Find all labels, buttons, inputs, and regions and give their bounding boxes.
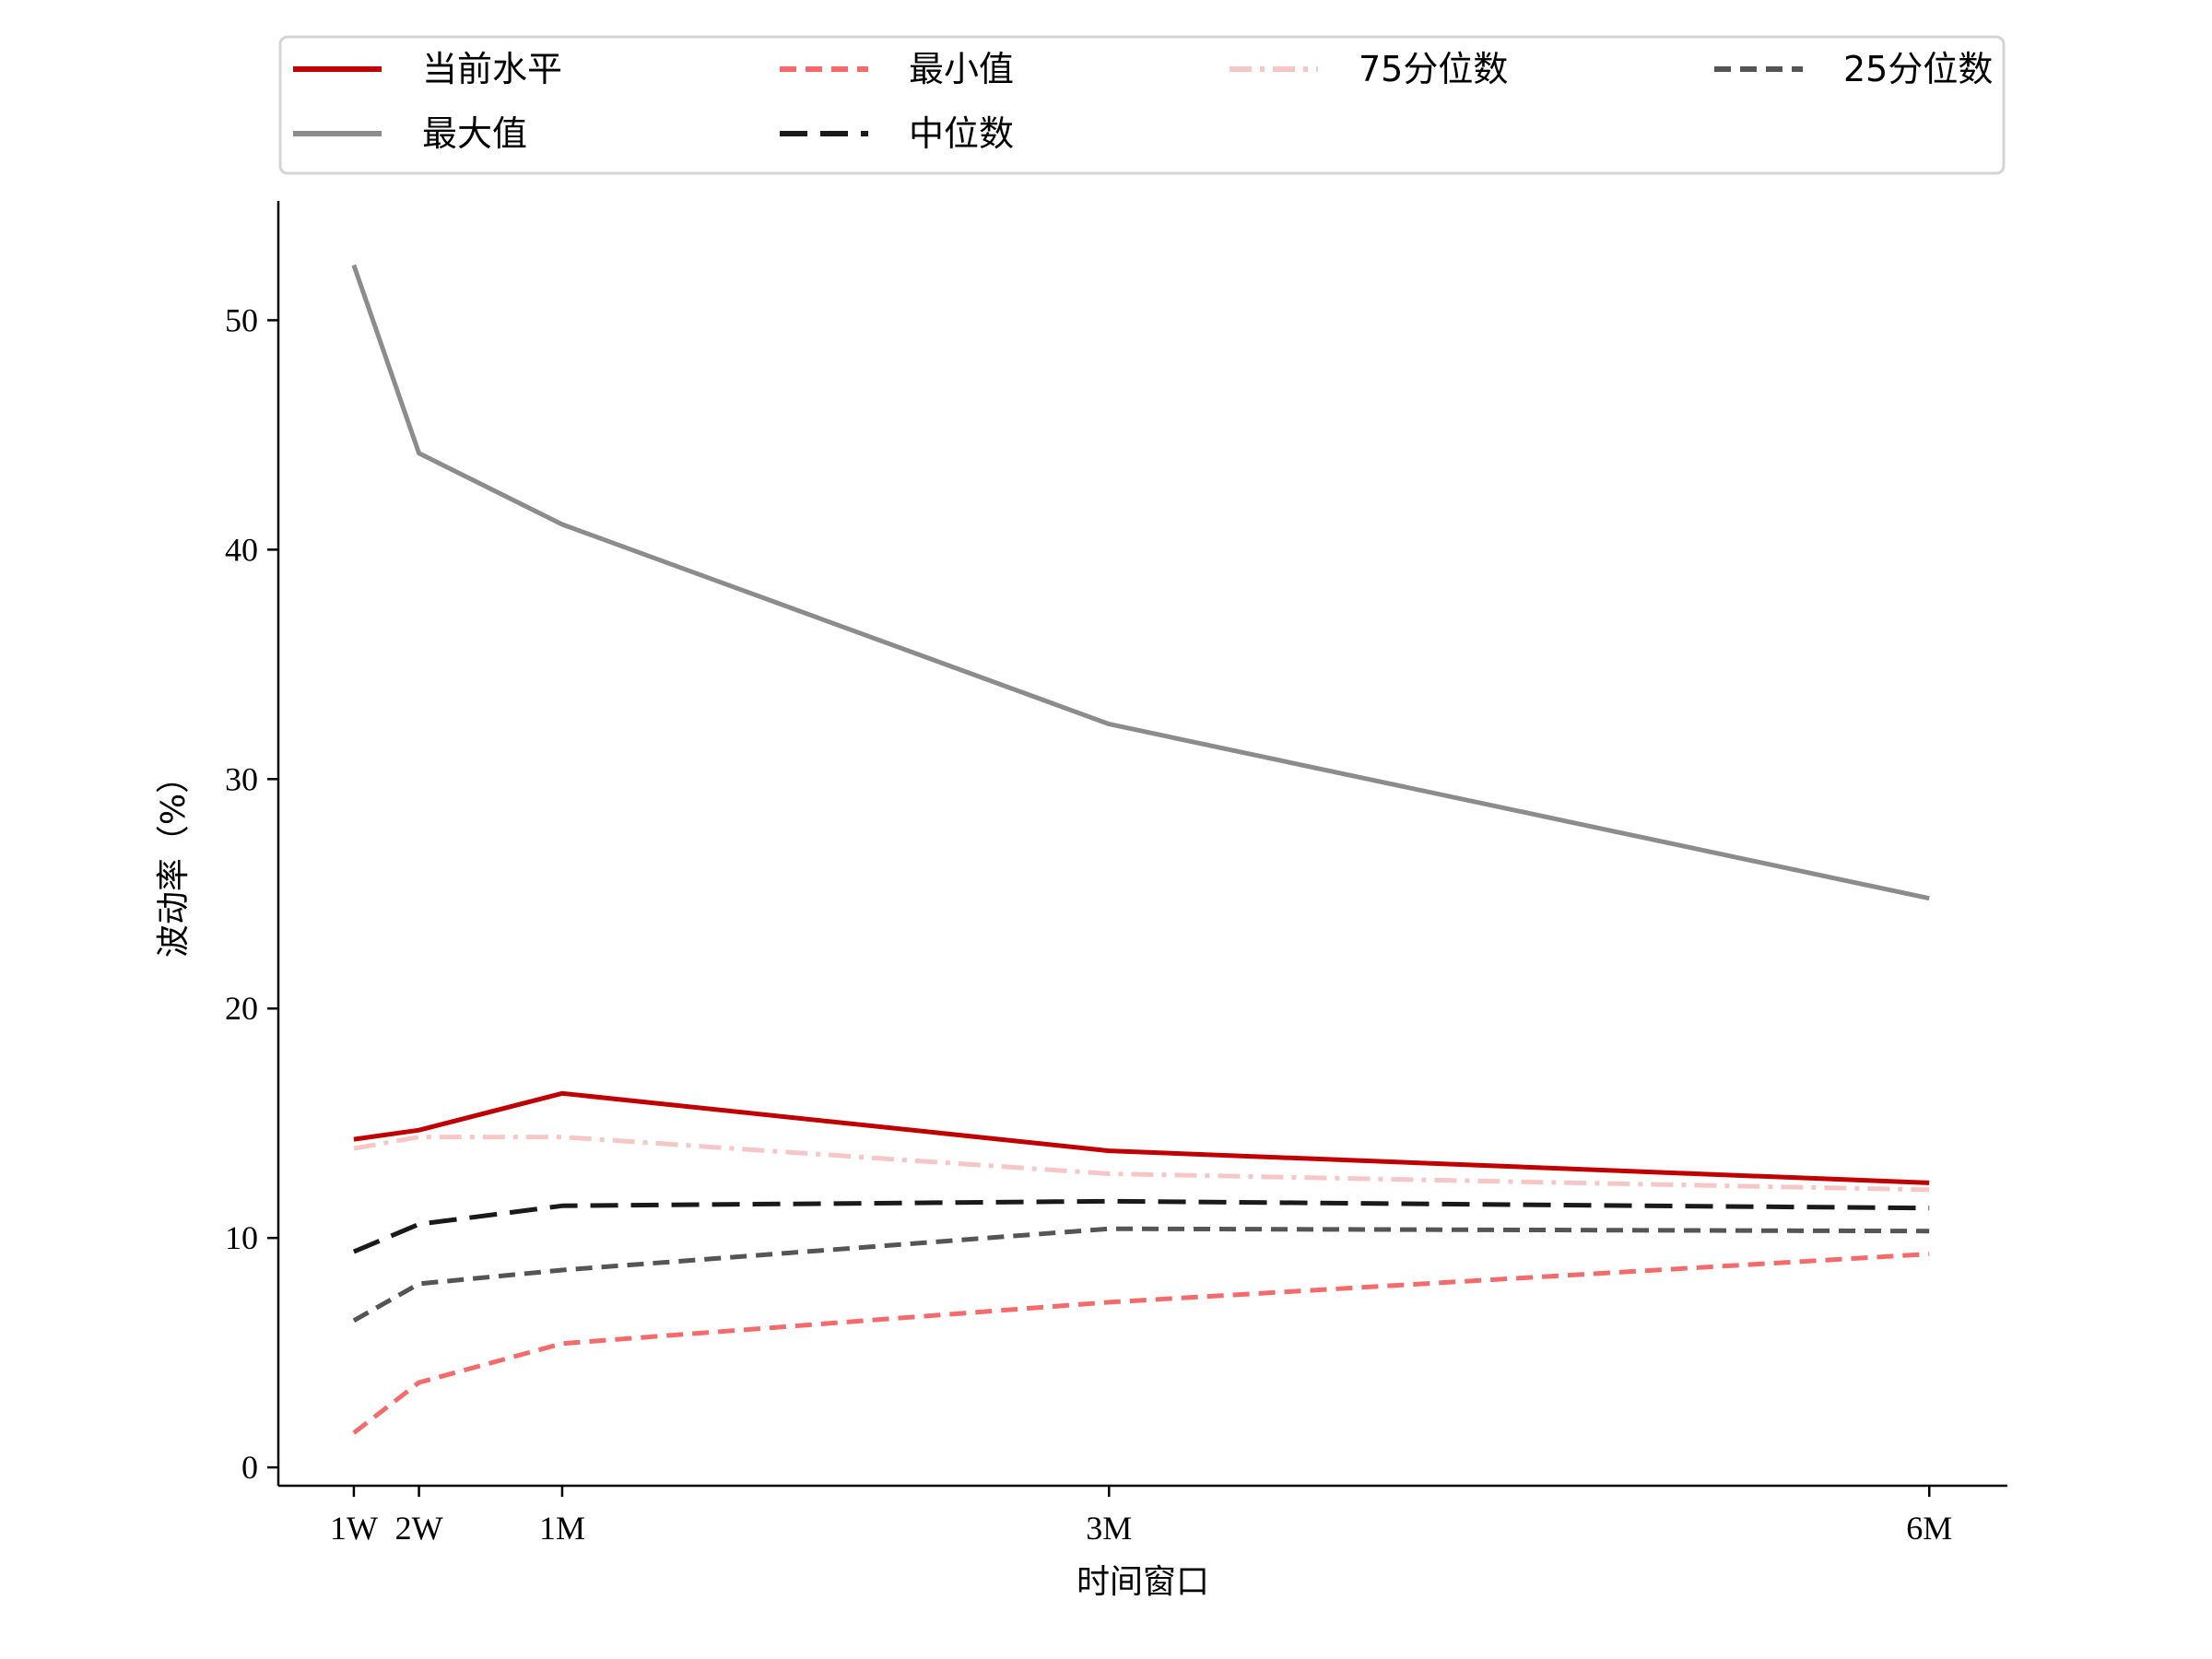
y-tick-label: 30: [225, 760, 258, 797]
series-line: [353, 1135, 1930, 1193]
y-tick-label: 10: [225, 1219, 258, 1256]
series-line: [353, 1090, 1930, 1185]
x-tick-label: 6M: [1906, 1510, 1952, 1547]
axes: 0 10 20 30 40 50 1W 2W 1M 3M 6M: [225, 201, 2007, 1547]
y-axis-title: 波动率（%）: [155, 760, 193, 958]
x-tick-label: 2W: [395, 1510, 443, 1547]
x-tick-label: 1M: [539, 1510, 585, 1547]
legend-label: 25分位数: [1843, 49, 1993, 89]
series-line: [352, 1252, 1930, 1435]
x-tick-label: 3M: [1086, 1510, 1132, 1547]
x-axis-title: 时间窗口: [1077, 1563, 1209, 1601]
legend-label: 当前水平: [422, 49, 562, 89]
legend-label: 最小值: [909, 49, 1014, 89]
y-tick-label: 50: [225, 301, 258, 338]
x-tick-label: 1W: [330, 1510, 378, 1547]
series-line: [352, 1226, 1930, 1323]
series-line: [352, 1198, 1930, 1254]
series-lines: [351, 264, 1930, 1435]
legend-label: 中位数: [909, 113, 1014, 154]
y-tick-label: 0: [241, 1449, 258, 1486]
y-tick-label: 40: [225, 531, 258, 568]
y-tick-label: 20: [225, 990, 258, 1027]
legend-label: 75分位数: [1359, 49, 1508, 89]
series-line: [351, 264, 1930, 901]
legend-label: 最大值: [422, 113, 527, 154]
legend-frame: [278, 35, 2006, 175]
